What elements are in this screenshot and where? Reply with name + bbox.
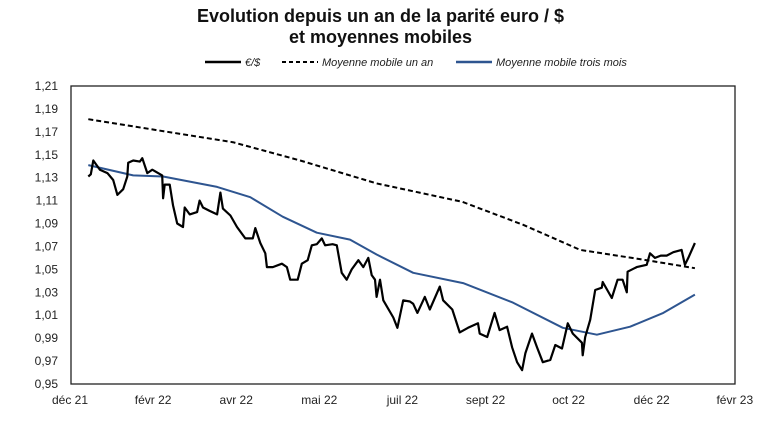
x-tick-label: févr 23 [716, 393, 753, 407]
legend-label-eurusd: €/$ [245, 57, 261, 69]
y-tick-label: 1,07 [35, 239, 59, 253]
legend-label-1y-ma: Moyenne mobile un an [322, 57, 433, 69]
y-tick-label: 0,99 [35, 331, 59, 345]
x-tick-label: mai 22 [301, 393, 337, 407]
x-tick-label: juil 22 [386, 393, 419, 407]
y-tick-label: 1,19 [35, 102, 59, 116]
y-tick-label: 0,97 [35, 354, 59, 368]
series-line-eurusd [87, 157, 696, 372]
y-tick-label: 1,09 [35, 217, 59, 231]
legend: €/$ Moyenne mobile un an Moyenne mobile … [205, 57, 627, 69]
x-tick-label: déc 21 [52, 393, 88, 407]
chart-subtitle: et moyennes mobiles [288, 27, 473, 47]
x-tick-label: déc 22 [634, 393, 670, 407]
x-tick-label: oct 22 [552, 393, 585, 407]
x-tick-label: avr 22 [220, 393, 254, 407]
y-tick-label: 0,95 [35, 377, 59, 391]
legend-label-3m-ma: Moyenne mobile trois mois [496, 57, 627, 69]
x-tick-label: févr 22 [135, 393, 172, 407]
chart-title: Evolution depuis un an de la parité euro… [196, 6, 565, 26]
plot-area [70, 85, 736, 385]
series-line-3m-ma [88, 164, 696, 336]
series-line-1y-ma [88, 118, 696, 270]
y-tick-label: 1,17 [35, 125, 59, 139]
y-tick-label: 1,11 [36, 194, 59, 208]
y-tick-label: 1,05 [35, 262, 59, 276]
x-tick-label: sept 22 [466, 393, 506, 407]
y-tick-label: 1,13 [35, 171, 59, 185]
y-tick-label: 1,01 [35, 308, 59, 322]
y-tick-label: 1,21 [35, 79, 59, 93]
y-tick-label: 1,15 [35, 148, 59, 162]
y-tick-label: 1,03 [35, 285, 59, 299]
